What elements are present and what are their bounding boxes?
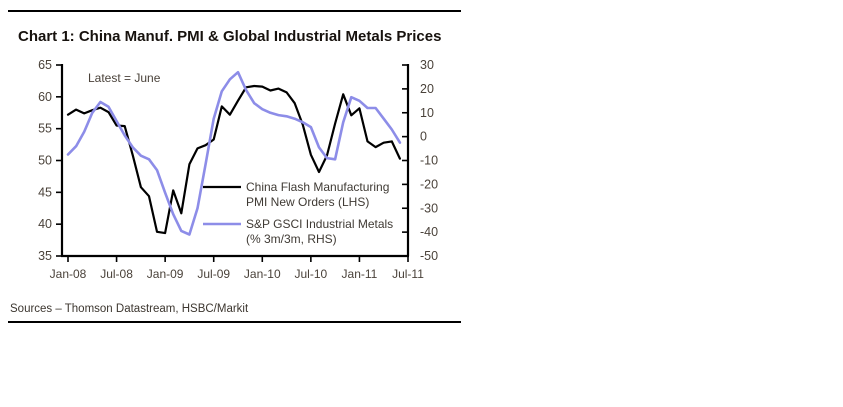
x-axis-tick-label: Jul-10 xyxy=(295,267,328,281)
left-axis-tick-label: 65 xyxy=(38,58,52,72)
x-axis-tick-label: Jul-09 xyxy=(197,267,230,281)
x-axis-tick-label: Jan-08 xyxy=(50,267,87,281)
x-axis-tick-label: Jan-10 xyxy=(244,267,281,281)
left-axis-tick-label: 40 xyxy=(38,217,52,231)
top-rule xyxy=(8,10,461,12)
x-axis-tick-label: Jul-11 xyxy=(392,267,424,281)
legend-label: PMI New Orders (LHS) xyxy=(246,195,369,209)
right-axis-tick-label: -50 xyxy=(420,249,438,263)
pmi-line xyxy=(66,84,401,235)
legend-label: China Flash Manufacturing xyxy=(246,180,389,194)
right-axis-tick-label: 30 xyxy=(420,58,434,72)
chart-title: Chart 1: China Manuf. PMI & Global Indus… xyxy=(18,28,442,45)
right-axis-tick-label: -10 xyxy=(420,154,438,168)
right-axis-tick-label: -40 xyxy=(420,225,438,239)
left-axis-tick-label: 50 xyxy=(38,154,52,168)
left-axis-tick-label: 60 xyxy=(38,90,52,104)
right-axis-tick-label: 20 xyxy=(420,82,434,96)
latest-annotation: Latest = June xyxy=(88,71,161,85)
x-axis-tick-label: Jul-08 xyxy=(100,267,133,281)
right-axis-tick-label: 0 xyxy=(420,130,427,144)
axes: 65 60 55 50 45 40 35 30 20 10 0 -10 -20 -30 -40 -50 Jan-… xyxy=(38,58,438,281)
x-axis-tick-label: Jan-11 xyxy=(342,267,378,281)
left-axis-tick-label: 35 xyxy=(38,249,52,263)
left-axis-tick-label: 55 xyxy=(38,122,52,136)
x-axis-tick-label: Jan-09 xyxy=(147,267,184,281)
left-axis-tick-label: 45 xyxy=(38,185,52,199)
legend-label: S&P GSCI Industrial Metals xyxy=(246,217,393,231)
metals-line xyxy=(66,70,402,236)
right-axis-tick-label: 10 xyxy=(420,106,434,120)
right-axis-tick-label: -20 xyxy=(420,177,438,191)
legend-label: (% 3m/3m, RHS) xyxy=(246,232,337,246)
bottom-rule xyxy=(8,321,461,323)
right-axis-tick-label: -30 xyxy=(420,201,438,215)
pmi-metals-line-chart: 65 60 55 50 45 40 35 30 20 10 0 -10 -20 -30 -40 -50 Jan-… xyxy=(38,58,438,281)
sources-note: Sources – Thomson Datastream, HSBC/Marki… xyxy=(10,303,249,315)
